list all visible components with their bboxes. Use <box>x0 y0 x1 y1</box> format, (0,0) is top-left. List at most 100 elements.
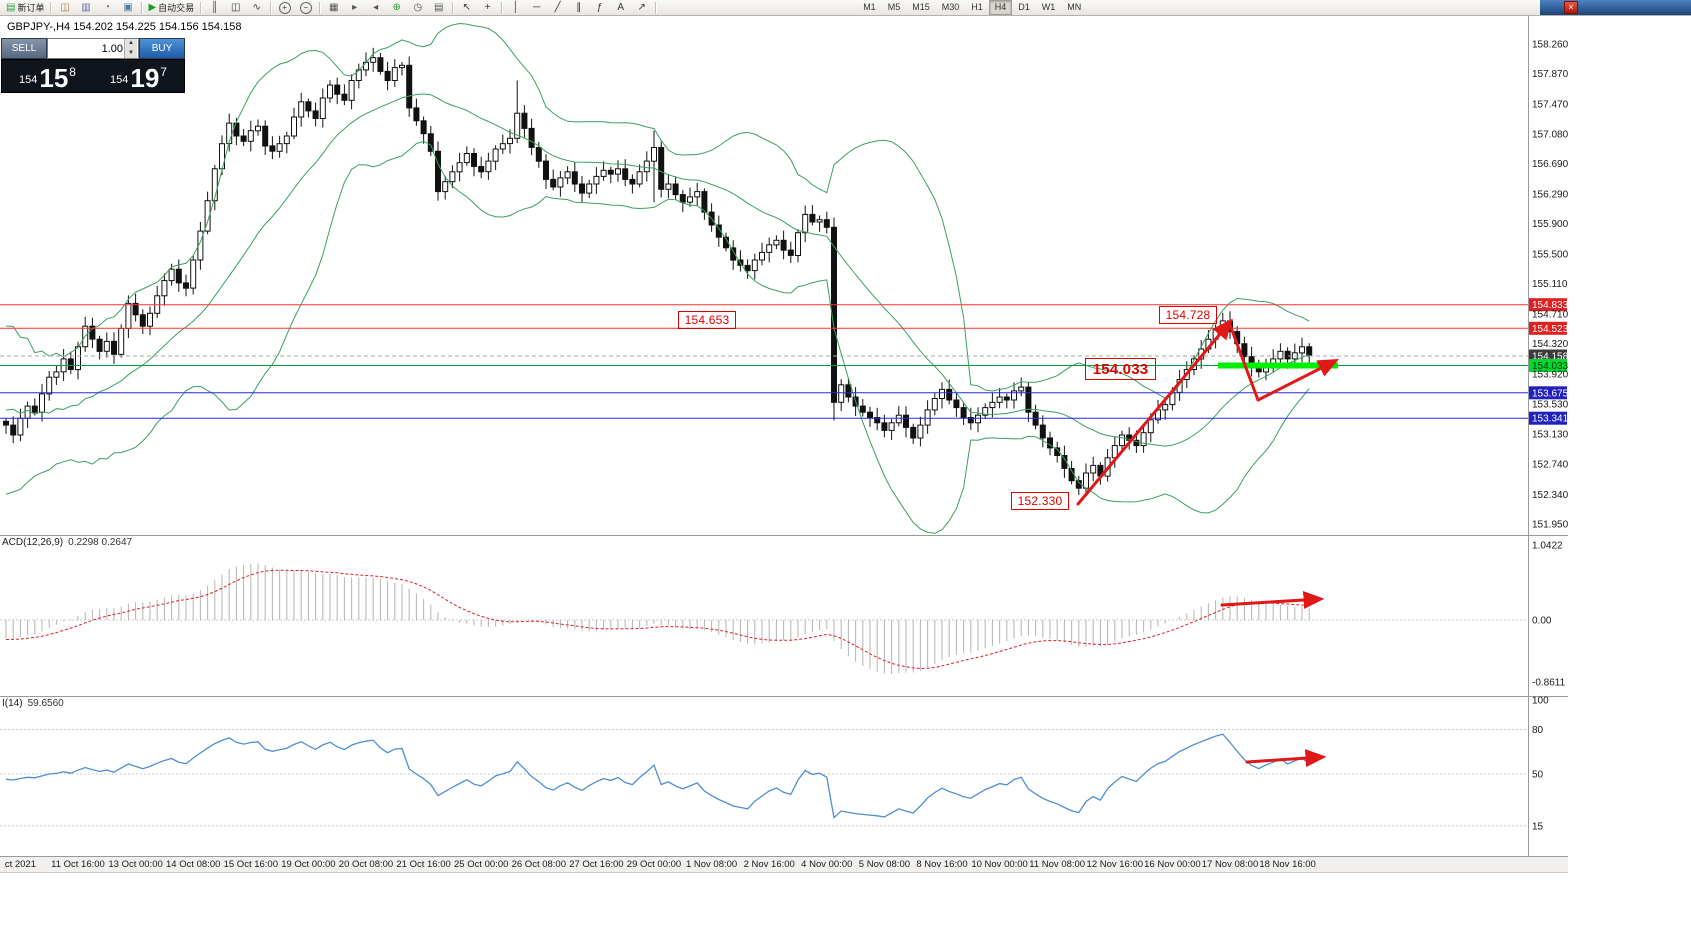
price-note-152330[interactable]: 152.330 <box>1011 492 1069 510</box>
timeframe-h4[interactable]: H4 <box>988 0 1013 15</box>
buy-button[interactable]: BUY <box>139 38 185 59</box>
sell-button[interactable]: SELL <box>1 38 47 59</box>
time-axis-strip[interactable] <box>0 856 1568 872</box>
timeframe-w1[interactable]: W1 <box>1041 2 1056 12</box>
horizontal-levels[interactable]: 154.833154.523154.158154.033153.675153.3… <box>0 298 1569 425</box>
tile-windows-icon[interactable]: ▦ <box>324 0 343 16</box>
zoom-in-icon[interactable]: + <box>275 0 294 16</box>
candlestick-chart-icon[interactable]: ◫ <box>226 0 245 16</box>
templates-icon-glyph: ▤ <box>433 1 444 13</box>
rsi-arrow[interactable] <box>1245 749 1327 768</box>
svg-text:27 Oct 16:00: 27 Oct 16:00 <box>569 859 623 870</box>
autotrading-button[interactable]: ▶ 自动交易 <box>146 0 196 16</box>
price-badge-153.675 <box>1529 386 1567 400</box>
rsi-plot <box>0 729 1528 827</box>
trendline-icon[interactable]: ╱ <box>548 0 567 16</box>
buy-price[interactable]: 154 19 7 <box>93 60 184 92</box>
price-badge-154.523 <box>1529 321 1567 335</box>
price-note-154728[interactable]: 154.728 <box>1159 306 1217 324</box>
svg-text:158.260: 158.260 <box>1532 40 1569 51</box>
volume-spinner[interactable]: ▲ ▼ <box>124 39 137 58</box>
indicators-icon-glyph: ⊕ <box>392 1 401 13</box>
crosshair-icon[interactable]: + <box>478 0 497 16</box>
trendline-icon-glyph: ╱ <box>554 1 561 13</box>
svg-text:152.740: 152.740 <box>1532 459 1569 470</box>
zoom-out-icon-glyph: − <box>299 1 312 14</box>
timeframe-m30[interactable]: M30 <box>941 2 960 12</box>
fibonacci-icon[interactable]: ƒ <box>590 0 609 16</box>
svg-text:153.341: 153.341 <box>1532 414 1569 425</box>
svg-text:154.710: 154.710 <box>1532 310 1569 321</box>
timeframe-h1[interactable]: H1 <box>971 2 983 12</box>
timeframe-m15[interactable]: M15 <box>912 2 930 12</box>
line-chart-icon-glyph: ∿ <box>252 1 261 13</box>
volume-field[interactable]: ▲ ▼ <box>47 38 139 59</box>
toolbar-separator <box>501 1 503 14</box>
autotrading-button-label: 自动交易 <box>158 3 195 13</box>
svg-text:153.130: 153.130 <box>1532 430 1569 441</box>
timeframe-m5[interactable]: M5 <box>887 2 901 12</box>
bar-chart-icon[interactable]: ║ <box>205 0 224 16</box>
charts-icon[interactable]: ◫ <box>55 0 74 16</box>
sell-price[interactable]: 154 15 8 <box>2 60 93 92</box>
svg-text:157.080: 157.080 <box>1532 129 1569 140</box>
price-note-154653[interactable]: 154.653 <box>678 311 736 329</box>
periods-icon[interactable]: ◷ <box>408 0 427 16</box>
highlight-level-segment[interactable] <box>1218 362 1338 369</box>
auto-scroll-icon-glyph: ▸ <box>352 1 358 13</box>
indicators-icon[interactable]: ⊕ <box>387 0 406 16</box>
alerts-icon[interactable]: ◔ <box>97 0 116 16</box>
horizontal-line-icon-glyph: ─ <box>533 1 541 13</box>
price-axis[interactable]: 158.260 157.870 157.470 157.080 156.690 156.2… <box>1532 40 1569 531</box>
new-order-button[interactable]: ▤ 新订单 <box>4 0 46 16</box>
svg-text:152.340: 152.340 <box>1532 490 1569 501</box>
chart-shift-icon[interactable]: ◂ <box>366 0 385 16</box>
svg-text:18 Nov 16:00: 18 Nov 16:00 <box>1259 859 1316 870</box>
toolbar-separator <box>141 1 143 14</box>
svg-text:154.833: 154.833 <box>1532 300 1569 311</box>
auto-scroll-icon[interactable]: ▸ <box>345 0 364 16</box>
cursor-icon[interactable]: ↖ <box>457 0 476 16</box>
pullback-line[interactable] <box>1228 323 1260 402</box>
bollinger-bands[interactable] <box>5 22 1310 534</box>
zoom-out-icon[interactable]: − <box>296 0 315 16</box>
bounce-arrow[interactable] <box>1256 358 1340 402</box>
macd-arrow[interactable] <box>1220 591 1325 609</box>
svg-text:154.523: 154.523 <box>1532 324 1569 335</box>
svg-text:15: 15 <box>1532 821 1544 832</box>
svg-text:157.470: 157.470 <box>1532 100 1569 111</box>
terminal-icon[interactable]: ▣ <box>118 0 137 16</box>
arrows-icon[interactable]: ↗ <box>632 0 651 16</box>
templates-icon[interactable]: ▤ <box>429 0 448 16</box>
spin-up-icon[interactable]: ▲ <box>128 40 134 46</box>
svg-text:25 Oct 00:00: 25 Oct 00:00 <box>454 859 508 870</box>
text-icon[interactable]: A <box>611 0 630 16</box>
titlebar-fragment: × <box>1540 0 1691 15</box>
svg-text:20 Oct 08:00: 20 Oct 08:00 <box>339 859 393 870</box>
vertical-line-icon[interactable]: │ <box>506 0 525 16</box>
close-icon[interactable]: × <box>1564 1 1578 14</box>
svg-text:13 Oct 00:00: 13 Oct 00:00 <box>108 859 162 870</box>
toolbar-separator <box>452 1 454 14</box>
horizontal-line-icon[interactable]: ─ <box>527 0 546 16</box>
svg-text:1.0422: 1.0422 <box>1532 541 1563 552</box>
svg-text:80: 80 <box>1532 725 1544 736</box>
equidistant-channel-icon[interactable]: ∥ <box>569 0 588 16</box>
svg-text:151.950: 151.950 <box>1532 520 1569 531</box>
svg-text:156.690: 156.690 <box>1532 159 1569 170</box>
timeframe-m1[interactable]: M1 <box>863 2 876 12</box>
trend-arrows[interactable] <box>1076 318 1340 768</box>
zoom-in-icon-glyph: + <box>278 1 291 14</box>
time-axis[interactable]: ct 2021 11 Oct 16:00 13 Oct 00:00 14 Oct 08… <box>5 859 1316 870</box>
timeframe-d1[interactable]: D1 <box>1018 2 1030 12</box>
macd-plot <box>0 563 1528 674</box>
profiles-icon[interactable]: ▥ <box>76 0 95 16</box>
crosshair-icon-glyph: + <box>484 1 491 13</box>
line-chart-icon[interactable]: ∿ <box>247 0 266 16</box>
price-note-154033[interactable]: 154.033 <box>1085 358 1156 380</box>
rally-arrow[interactable] <box>1076 318 1233 506</box>
toolbar-separator <box>319 1 321 14</box>
spin-down-icon[interactable]: ▼ <box>128 49 134 56</box>
timeframe-mn[interactable]: MN <box>1067 2 1082 12</box>
